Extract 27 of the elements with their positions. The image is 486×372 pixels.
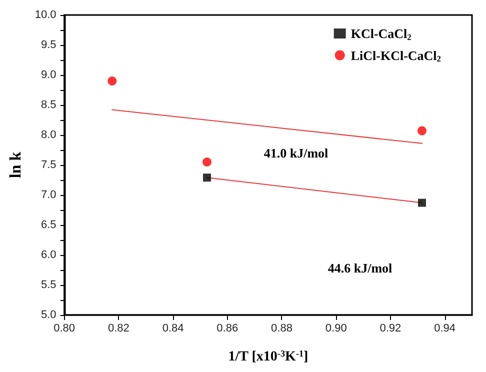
y-tick-label: 9.0 [41, 69, 56, 81]
x-tick-label: 0.92 [380, 322, 402, 334]
y-tick-label: 7.0 [41, 189, 56, 201]
x-tick-label: 0.84 [162, 322, 184, 334]
y-tick-label: 5.5 [41, 279, 56, 291]
y-tick-label: 10.0 [34, 9, 56, 21]
point [108, 76, 117, 86]
y-tick-label: 9.5 [41, 39, 56, 51]
point [203, 174, 211, 182]
x-tick-label: 0.80 [54, 322, 76, 334]
x-tick-label: 0.88 [271, 322, 292, 334]
point [202, 158, 212, 166]
annotation: 44.6 kJ/mol [328, 260, 393, 276]
y-tick-label: 7.5 [41, 159, 56, 171]
y-tick-label: 8.0 [41, 129, 56, 141]
point [418, 126, 426, 136]
y-tick-label: 8.5 [41, 99, 56, 111]
x-tick-label: 0.86 [216, 322, 238, 334]
x-tick-label: 0.94 [434, 322, 456, 334]
y-tick-label: 5.0 [41, 309, 56, 321]
x-tick-label: 0.82 [108, 322, 130, 334]
annotation: 41.0 kJ/mol [264, 146, 329, 160]
y-axis-title: ln k [8, 152, 24, 178]
y-tick-label: 6.0 [41, 249, 56, 261]
point [418, 198, 426, 207]
x-tick-label: 0.90 [325, 322, 347, 334]
y-tick-label: 6.5 [41, 219, 56, 231]
